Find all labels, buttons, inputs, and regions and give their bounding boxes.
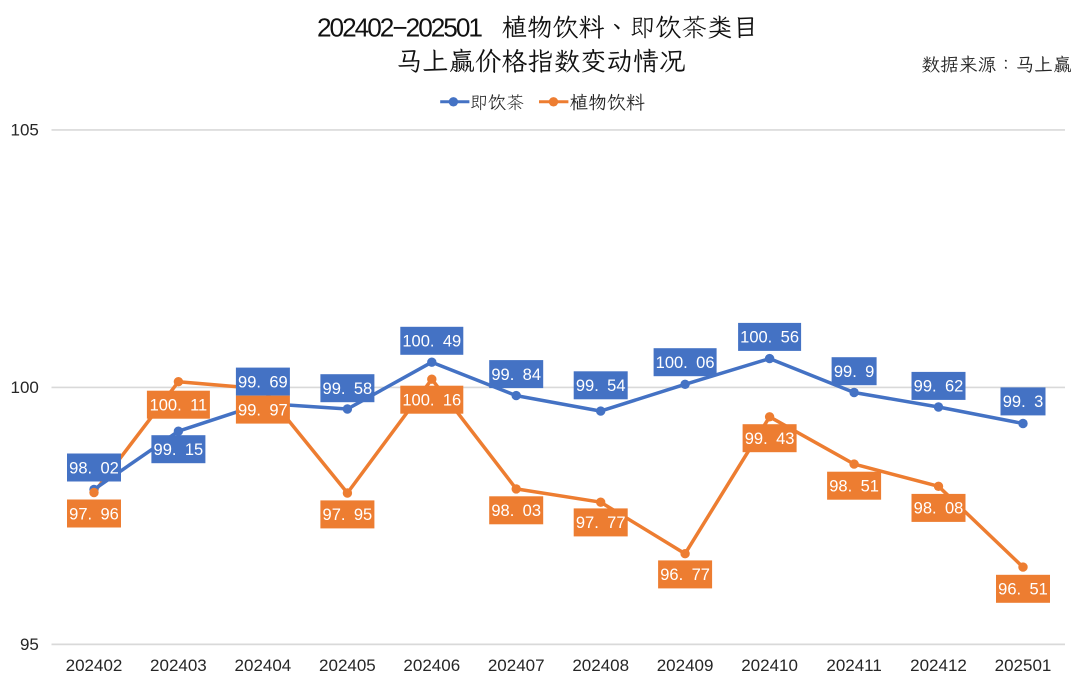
- svg-text:100. 56: 100. 56: [740, 329, 799, 347]
- svg-text:202405: 202405: [319, 656, 376, 675]
- svg-text:202412: 202412: [910, 656, 967, 675]
- svg-text:100. 06: 100. 06: [656, 354, 715, 372]
- svg-text:98. 08: 98. 08: [914, 500, 964, 518]
- svg-text:202408: 202408: [572, 656, 629, 675]
- svg-text:100. 11: 100. 11: [150, 397, 208, 415]
- svg-text:202409: 202409: [657, 656, 714, 675]
- svg-text:99. 9: 99. 9: [834, 363, 875, 381]
- svg-text:97. 95: 97. 95: [323, 506, 373, 524]
- svg-text:99. 84: 99. 84: [491, 366, 541, 384]
- svg-text:202501: 202501: [995, 656, 1052, 675]
- svg-text:99. 97: 99. 97: [238, 401, 288, 419]
- svg-text:100: 100: [11, 378, 39, 397]
- svg-text:96. 77: 96. 77: [660, 566, 710, 584]
- svg-text:202402−202501: 202402−202501: [317, 13, 483, 43]
- svg-text:98. 03: 98. 03: [491, 502, 541, 520]
- svg-text:105: 105: [11, 121, 39, 140]
- svg-text:98. 02: 98. 02: [69, 459, 119, 477]
- svg-text:99. 3: 99. 3: [1003, 393, 1044, 411]
- svg-text:98. 51: 98. 51: [829, 478, 879, 496]
- svg-text:97. 96: 97. 96: [69, 505, 119, 523]
- svg-text:202411: 202411: [826, 656, 881, 675]
- svg-text:99. 58: 99. 58: [323, 380, 373, 398]
- svg-text:202402: 202402: [66, 656, 123, 675]
- svg-text:100. 49: 100. 49: [402, 333, 461, 351]
- svg-text:100. 16: 100. 16: [402, 392, 461, 410]
- svg-text:96. 51: 96. 51: [998, 581, 1048, 599]
- svg-text:202403: 202403: [150, 656, 207, 675]
- svg-text:202407: 202407: [488, 656, 545, 675]
- svg-text:99. 62: 99. 62: [914, 378, 964, 396]
- svg-text:97. 77: 97. 77: [576, 514, 626, 532]
- svg-text:202410: 202410: [741, 656, 798, 675]
- svg-text:95: 95: [20, 635, 39, 654]
- svg-text:202404: 202404: [235, 656, 292, 675]
- svg-text:99. 43: 99. 43: [745, 430, 795, 448]
- svg-text:202406: 202406: [403, 656, 460, 675]
- svg-text:99. 15: 99. 15: [154, 441, 204, 459]
- svg-text:99. 54: 99. 54: [576, 377, 626, 395]
- svg-text:99. 69: 99. 69: [238, 373, 288, 391]
